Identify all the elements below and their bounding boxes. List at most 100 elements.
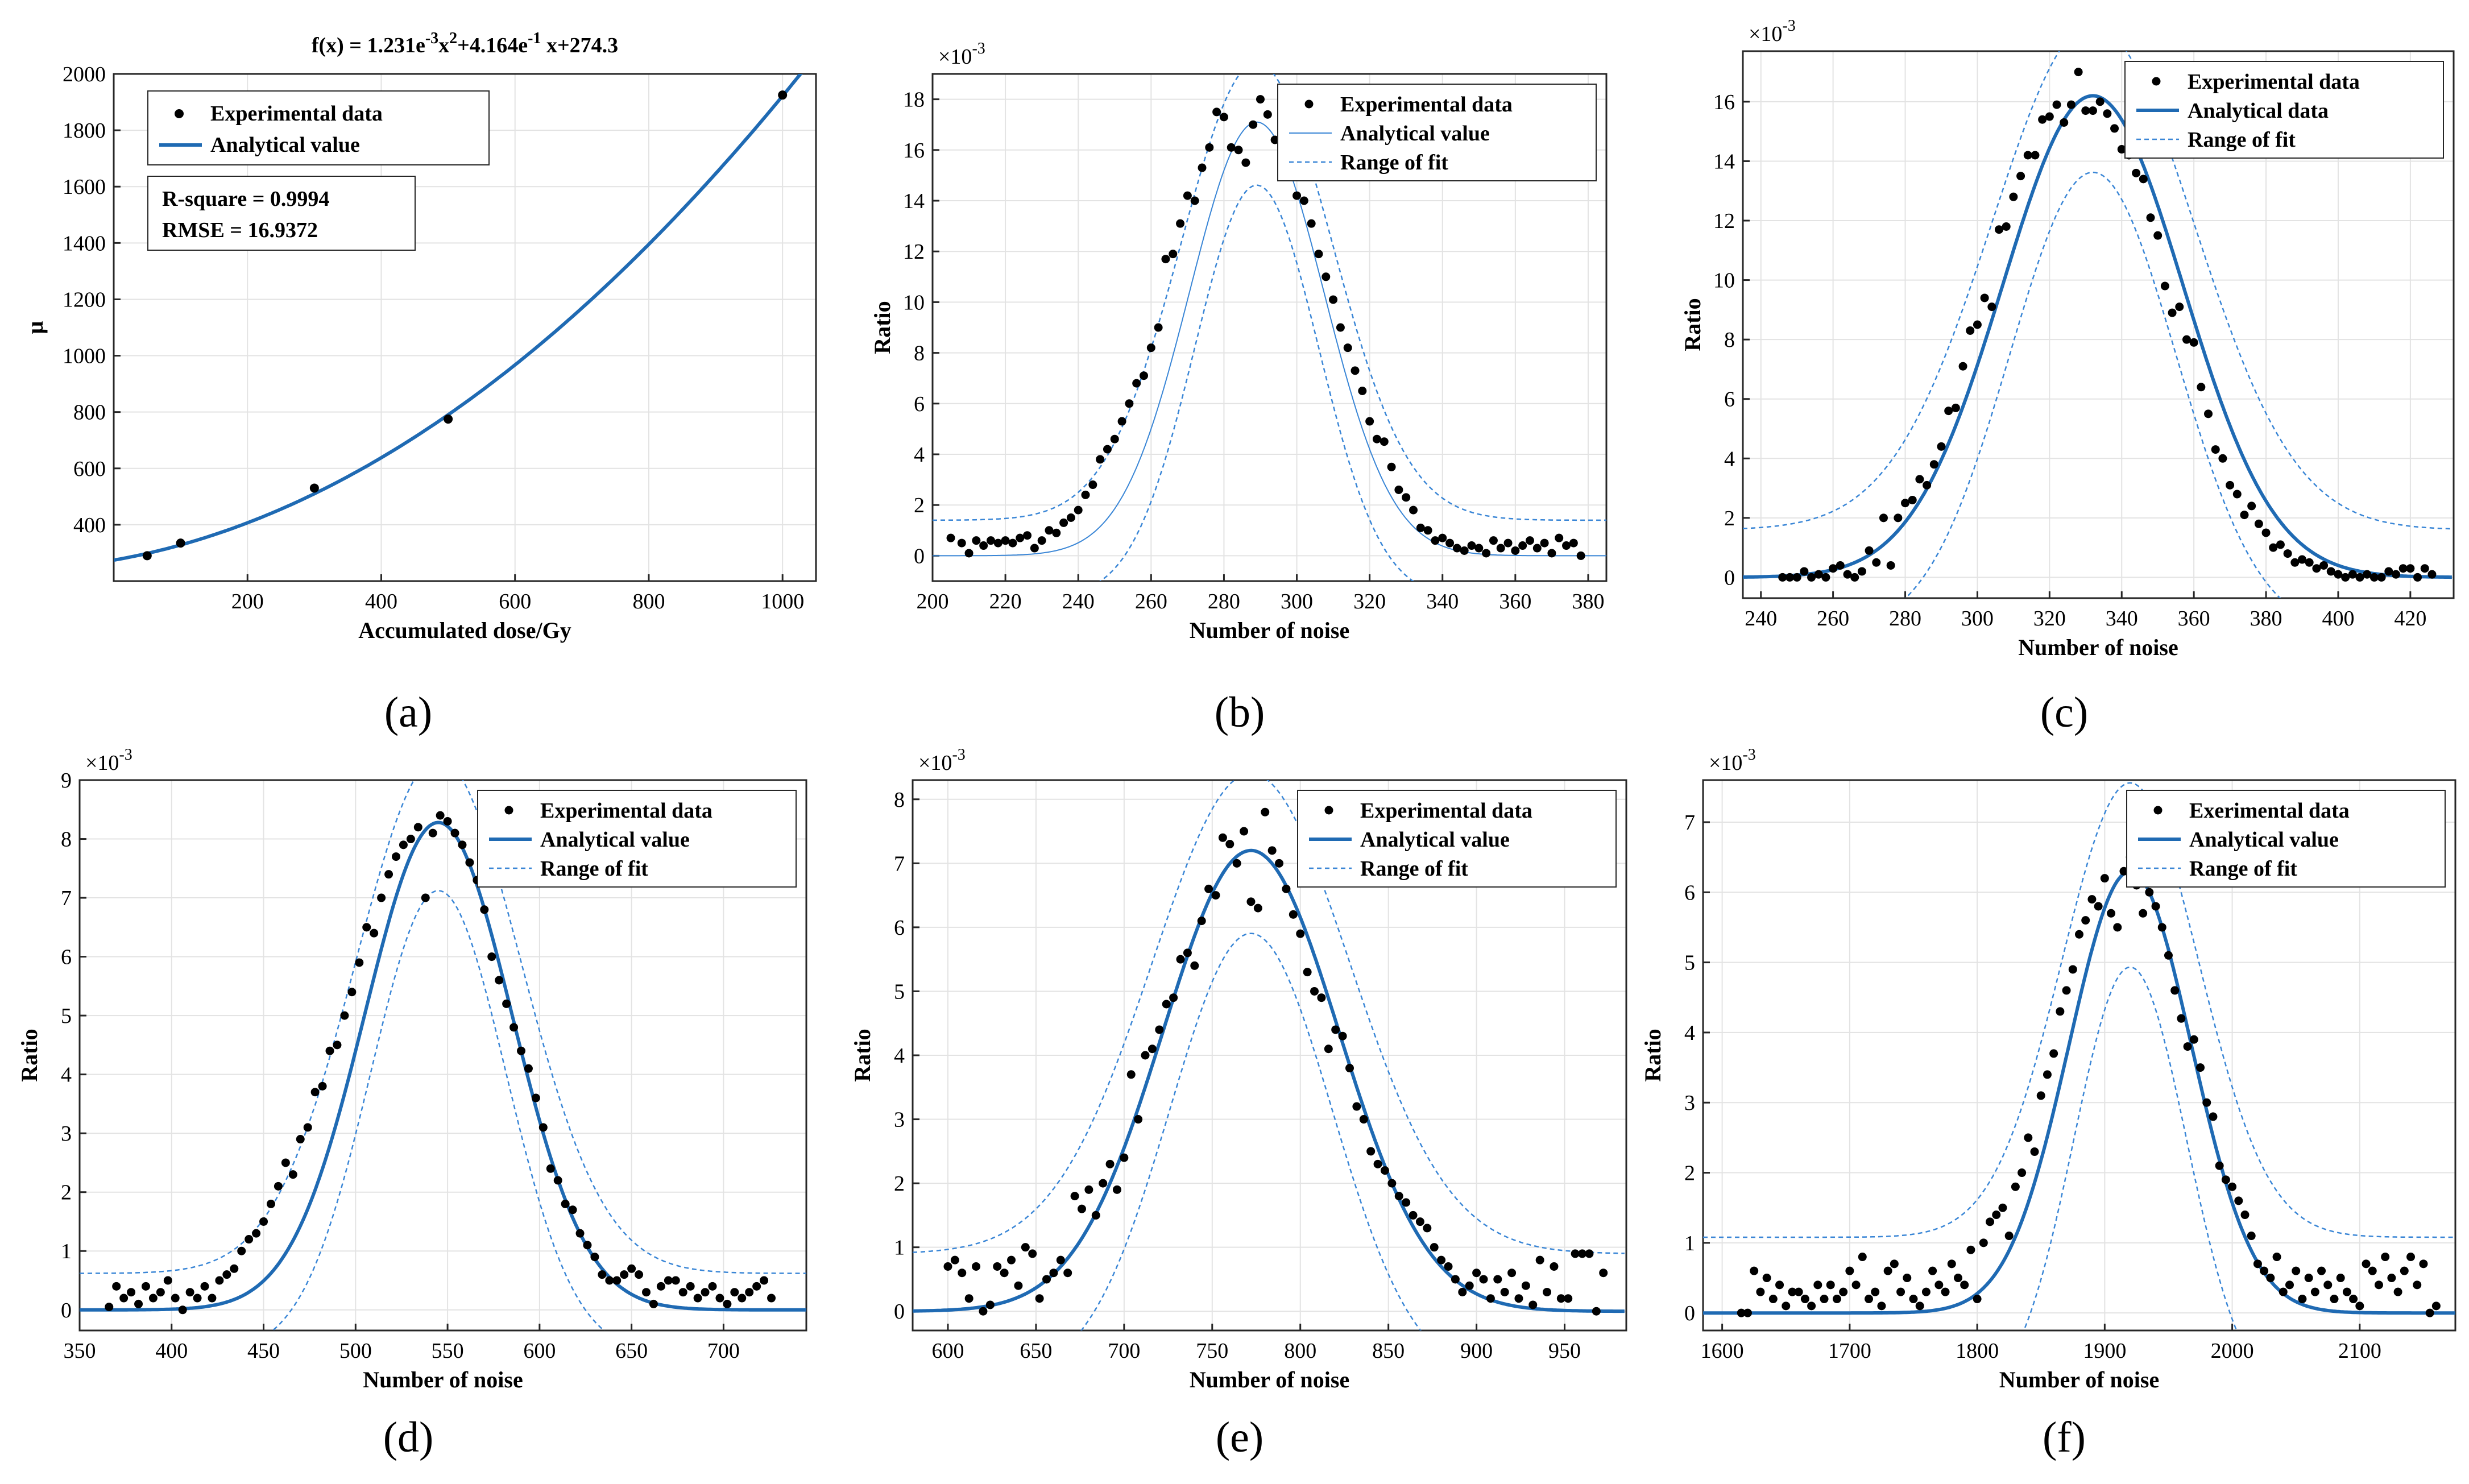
plot-frame	[78, 779, 807, 1332]
experimental-data-point	[384, 870, 393, 879]
curves	[80, 780, 806, 1330]
legend-entry: Experimental data	[540, 799, 712, 823]
experimental-data-point	[583, 1241, 592, 1250]
legend-entry: Experimental data	[2188, 70, 2360, 94]
experimental-data-point	[178, 1305, 187, 1315]
experimental-data-point	[171, 1294, 180, 1303]
experimental-data-point	[1737, 1308, 1746, 1317]
experimental-data-point	[1843, 570, 1852, 579]
experimental-data-point	[502, 999, 511, 1008]
experimental-data-point	[1928, 1266, 1937, 1275]
experimental-data-point	[1299, 196, 1308, 205]
plot-frame	[113, 73, 817, 582]
curves	[1743, 51, 2452, 598]
legend-entry: Range of fit	[2189, 857, 2297, 881]
experimental-data-point	[1785, 573, 1794, 582]
x-axis-label: Accumulated dose/Gy	[358, 617, 571, 643]
y-tick-label: 8	[894, 788, 905, 812]
experimental-data-point	[2419, 1259, 2428, 1269]
x-tick-label: 420	[2394, 607, 2426, 631]
y-tick-label: 0	[61, 1299, 72, 1323]
experimental-data-point	[428, 828, 437, 838]
legend-marker-dot	[175, 109, 184, 118]
experimental-data-point	[185, 1288, 194, 1297]
legend-entry: Range of fit	[540, 857, 648, 881]
experimental-data-point	[2298, 1295, 2307, 1304]
experimental-data-point	[2175, 302, 2184, 312]
x-tick-label: 220	[989, 590, 1022, 614]
experimental-data-point	[950, 1255, 959, 1265]
experimental-data-point	[1126, 1070, 1136, 1079]
experimental-data-point	[2247, 501, 2256, 511]
experimental-data-point	[1329, 295, 1338, 304]
experimental-data-point	[487, 952, 496, 961]
y-tick-label: 4	[61, 1063, 72, 1087]
experimental-data-point	[2234, 1196, 2243, 1205]
range-of-fit-lower	[1080, 932, 1422, 1330]
experimental-data-point	[245, 1235, 254, 1244]
experimental-data-point	[1599, 1269, 1608, 1278]
y-tick-label: 4	[1684, 1021, 1695, 1045]
experimental-data-point	[1063, 1269, 1072, 1278]
x-tick-label: 240	[1062, 590, 1095, 614]
x-tick-label: 200	[231, 590, 264, 614]
experimental-data-point	[943, 1262, 952, 1271]
experimental-data-point	[1154, 323, 1163, 332]
experimental-data-point	[2272, 1253, 2281, 1262]
experimental-data-point	[1445, 538, 1455, 548]
experimental-data-point	[1176, 955, 1185, 964]
experimental-data-point	[1941, 1287, 1950, 1296]
x-tick-label: 400	[2322, 607, 2354, 631]
x-tick-label: 600	[523, 1339, 556, 1363]
experimental-data-point	[1543, 1287, 1552, 1296]
experimental-data-point	[2420, 564, 2429, 573]
y-tick-label: 2	[894, 1172, 905, 1196]
experimental-data-point	[444, 414, 453, 424]
experimental-data-point	[1365, 417, 1374, 426]
experimental-data-point	[303, 1123, 312, 1132]
experimental-data-point	[1336, 323, 1345, 332]
experimental-data-point	[1528, 1300, 1538, 1309]
experimental-data-point	[1973, 320, 1982, 329]
x-tick-label: 280	[1208, 590, 1240, 614]
experimental-data-point	[1465, 1281, 1474, 1290]
experimental-data-point	[2204, 409, 2213, 418]
experimental-data-point	[1807, 573, 1816, 582]
experimental-data-point	[2170, 986, 2180, 995]
experimental-data-point	[1045, 526, 1054, 535]
experimental-data-point	[778, 90, 788, 100]
chart-panel-c: 240 260 280 300 320 340 360 380 400 420 0 2 4 6 8 10 12 1…	[1680, 17, 2455, 660]
experimental-data-point	[2285, 1280, 2294, 1290]
chart-panel-e: 600 650 700 750 800 850 900 950 0 1 2 3 4 5 6 7 8 Number …	[850, 746, 1627, 1392]
experimental-data-point	[465, 858, 474, 867]
experimental-data-point	[1903, 1274, 1912, 1283]
experimental-data-point	[2269, 543, 2278, 552]
y-tick-label: 6	[894, 916, 905, 940]
x-axis-label: Number of noise	[1190, 1367, 1349, 1392]
experimental-data-point	[2139, 175, 2148, 184]
experimental-data-point	[2038, 115, 2047, 124]
experimental-data-point	[1569, 538, 1578, 548]
experimental-data-point	[1169, 993, 1178, 1002]
experimental-data-point	[2393, 1287, 2402, 1296]
experimental-data-point	[377, 893, 386, 902]
experimental-data-point	[1782, 1301, 1791, 1311]
experimental-data-point	[347, 988, 357, 997]
experimental-data-point	[2240, 511, 2249, 520]
experimental-data-point	[1493, 1275, 1502, 1284]
experimental-data-point	[1249, 120, 1258, 129]
experimental-data-point	[1117, 417, 1126, 426]
y-tick-label: 0	[1724, 566, 1735, 590]
experimental-data-point	[524, 1064, 533, 1073]
experimental-data-point	[664, 1276, 673, 1285]
experimental-data-point	[200, 1282, 209, 1291]
x-tick-label: 850	[1372, 1339, 1405, 1363]
panel-label-e: (e)	[1215, 1413, 1264, 1461]
experimental-data-point	[2260, 1266, 2269, 1275]
experimental-data-point	[1074, 505, 1083, 515]
experimental-data-point	[1507, 1269, 1517, 1278]
experimental-data-point	[1190, 961, 1199, 970]
experimental-data-point	[2305, 558, 2314, 567]
experimental-data-point	[355, 958, 364, 967]
